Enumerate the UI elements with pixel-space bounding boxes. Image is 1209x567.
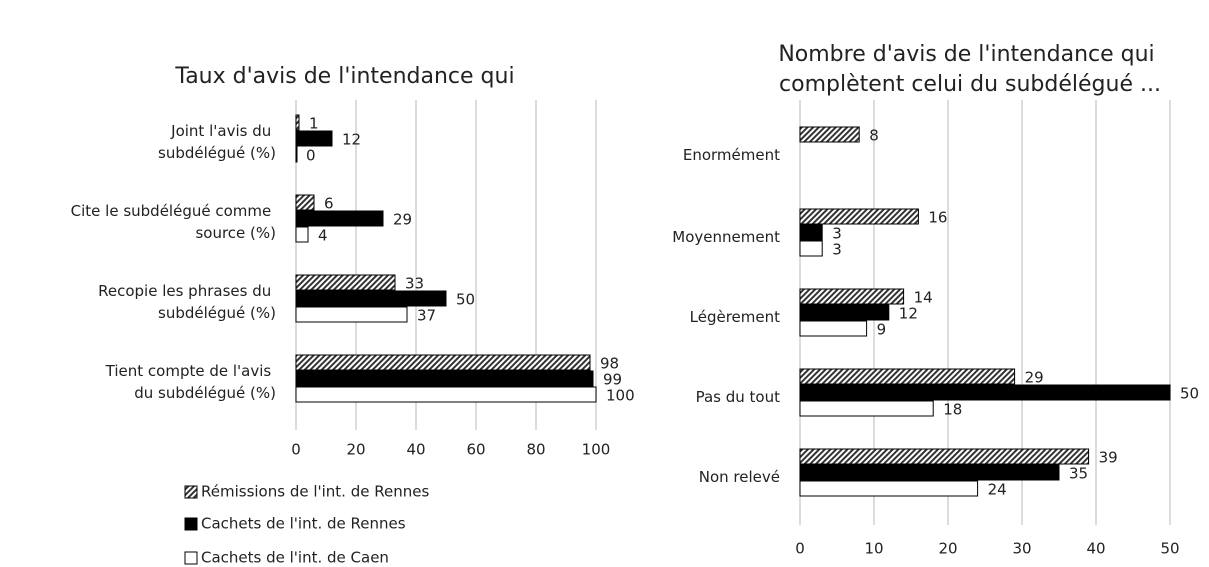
data-label: 50 [456, 291, 475, 309]
bar [295, 130, 333, 147]
x-tick-label: 20 [346, 441, 365, 459]
data-label: 29 [393, 211, 412, 229]
x-tick-label: 0 [795, 540, 805, 558]
data-label: 100 [606, 387, 635, 405]
x-tick-label: 40 [406, 441, 425, 459]
bar [295, 210, 384, 227]
x-tick-label: 0 [291, 441, 301, 459]
bar [799, 288, 905, 305]
data-label: 39 [1099, 449, 1118, 467]
data-label: 6 [324, 195, 334, 213]
bar [295, 114, 300, 131]
category-label: Légèrement [690, 308, 780, 326]
category-label: Enormément [683, 146, 780, 164]
bar [799, 464, 1060, 481]
data-label: 33 [405, 275, 424, 293]
data-label: 1 [309, 115, 319, 133]
data-label: 29 [1025, 369, 1044, 387]
category-label: Recopie les phrases du subdélégué (%) [98, 282, 276, 322]
category-label: Tient compte de l'avis du subdélégué (%) [105, 362, 276, 402]
data-label: 98 [600, 355, 619, 373]
legend-swatch [184, 517, 198, 531]
data-label: 24 [988, 481, 1007, 499]
data-label: 18 [943, 401, 962, 419]
chart-title: Nombre d'avis de l'intendance qui complè… [778, 42, 1161, 97]
bar [295, 194, 315, 211]
data-label: 3 [832, 225, 842, 243]
category-label: Moyennement [672, 228, 780, 246]
bar [799, 368, 1016, 385]
data-label: 14 [914, 289, 933, 307]
bar [799, 480, 979, 497]
bar [799, 126, 860, 143]
x-tick-label: 20 [938, 540, 957, 558]
bar [799, 400, 934, 417]
legend-label: Cachets de l'int. de Rennes [201, 515, 406, 533]
x-tick-label: 30 [1012, 540, 1031, 558]
x-tick-label: 60 [466, 441, 485, 459]
data-label: 99 [603, 371, 622, 389]
data-label: 8 [869, 127, 879, 145]
x-tick-label: 80 [526, 441, 545, 459]
bar [295, 290, 447, 307]
data-label: 3 [832, 241, 842, 259]
bar [799, 208, 919, 225]
data-label: 9 [877, 321, 887, 339]
bar [799, 240, 823, 257]
category-label: Non relevé [699, 468, 780, 486]
category-label: Pas du tout [696, 388, 781, 406]
legend-swatch [184, 551, 198, 565]
category-label: Cite le subdélégué comme source (%) [71, 202, 276, 242]
x-tick-label: 50 [1160, 540, 1179, 558]
x-tick-label: 40 [1086, 540, 1105, 558]
bar [295, 354, 591, 371]
x-tick-label: 10 [864, 540, 883, 558]
data-label: 0 [306, 147, 316, 165]
bar [295, 386, 597, 403]
legend-label: Cachets de l'int. de Caen [201, 549, 389, 567]
legend-label: Rémissions de l'int. de Rennes [201, 483, 429, 501]
bar [799, 384, 1171, 401]
data-label: 37 [417, 307, 436, 325]
chart-title: Taux d'avis de l'intendance qui [174, 64, 514, 89]
bar [295, 306, 408, 323]
bar [799, 320, 868, 337]
bar [295, 226, 309, 243]
bar [295, 274, 396, 291]
category-label: Joint l'avis du subdélégué (%) [158, 122, 276, 162]
bar [799, 224, 823, 241]
bar [799, 304, 890, 321]
legend-swatch [184, 485, 198, 499]
x-tick-label: 100 [582, 441, 611, 459]
data-label: 12 [899, 305, 918, 323]
data-label: 50 [1180, 385, 1199, 403]
bar [799, 448, 1090, 465]
data-label: 35 [1069, 465, 1088, 483]
bar [295, 146, 298, 163]
bar [295, 370, 594, 387]
data-label: 12 [342, 131, 361, 149]
data-label: 4 [318, 227, 328, 245]
data-label: 16 [928, 209, 947, 227]
